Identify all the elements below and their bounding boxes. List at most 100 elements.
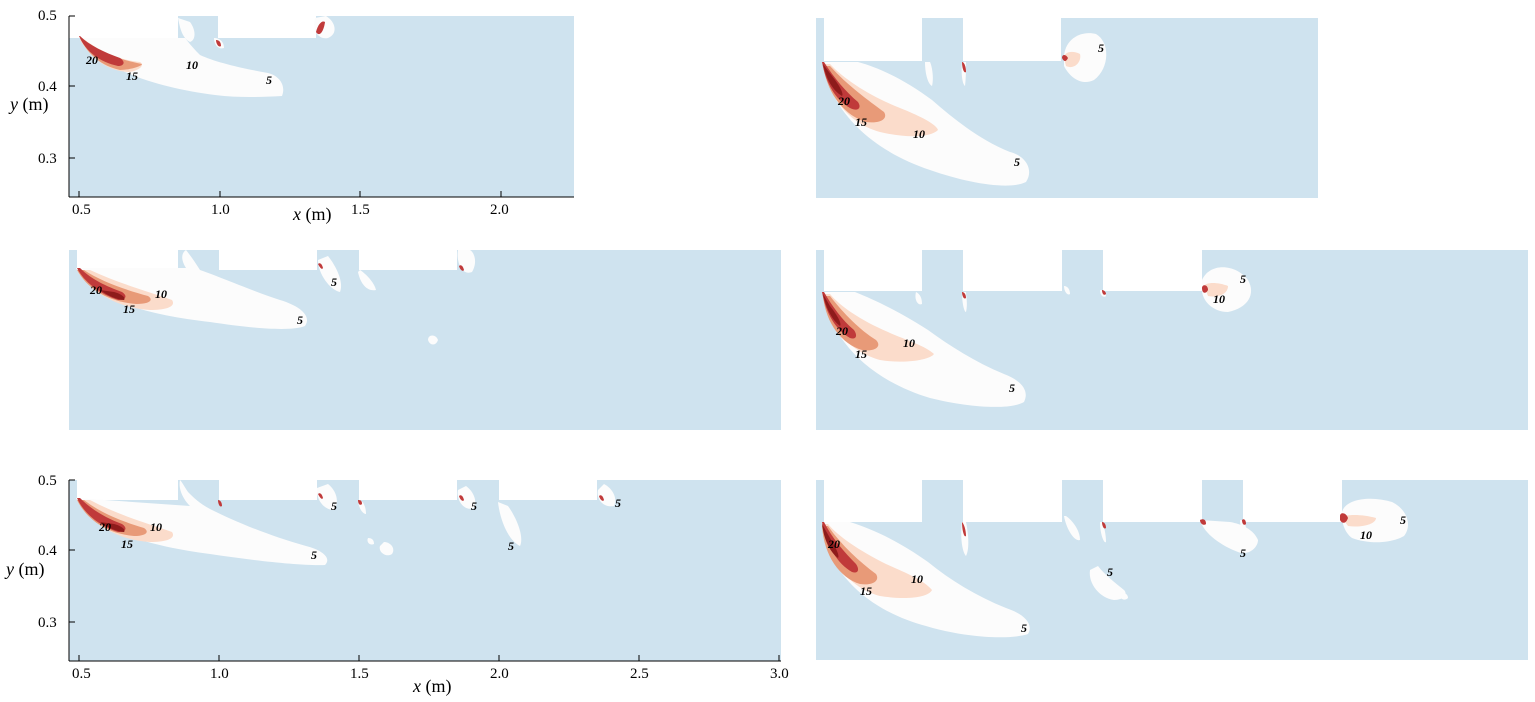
contour-level-5 [76,480,328,566]
x-axis-label: x (m) [412,676,452,697]
contour-level-10 [1342,515,1376,527]
contour-label: 10 [150,520,162,534]
contour-label: 5 [266,73,272,87]
contour-level-20 [318,493,323,499]
contour-level-5 [925,62,933,86]
contour-label: 10 [913,127,925,141]
contour-label: 5 [471,499,477,513]
contour-label: 10 [1360,528,1372,542]
y-tick-label: 0.4 [38,79,57,95]
x-axis-var: x [292,204,301,224]
contour-label: 5 [331,499,337,513]
contour-level-5 [498,502,522,546]
contour-level-20 [1062,55,1068,61]
contour-level-5 [597,484,616,507]
contour-label: 20 [85,53,98,67]
contour-level-20 [1102,522,1106,529]
x-axis-unit: (m) [421,676,452,697]
y-axis-unit: (m) [14,559,45,580]
contour-label: 10 [186,58,198,72]
panel-middle-right: 20 15 10 5 5 10 [816,250,1528,430]
x-tick-label: 2.0 [490,202,509,218]
contour-label: 5 [1400,513,1406,527]
contour-level-5 [822,522,1030,638]
contour-label: 5 [331,275,337,289]
contour-level-5 [1119,592,1128,600]
contour-level-20 [79,36,124,66]
contour-level-5 [76,250,308,329]
contour-level-20 [599,495,604,501]
contour-level-5 [1064,33,1107,83]
contour-level-20 [962,62,966,73]
contour-level-20 [822,292,857,339]
contour-label: 5 [1240,546,1246,560]
contour-level-max [100,290,125,300]
contour-label: 15 [860,584,872,598]
x-axis-var: x [412,676,421,696]
x-tick-label: 0.5 [72,202,91,218]
contour-level-20 [822,62,860,110]
contour-label: 5 [1021,621,1027,635]
contour-label: 5 [297,313,303,327]
contour-level-5 [318,256,342,292]
contour-label: 15 [855,115,867,129]
contour-label: 5 [1098,41,1104,55]
contour-level-20 [1102,290,1106,295]
contour-label: 20 [89,283,102,297]
contour-label: 10 [155,287,167,301]
contour-level-20 [358,500,362,505]
x-tick-label: 1.0 [211,202,230,218]
contour-level-15 [822,526,878,585]
contour-level-20 [316,21,325,35]
contour-label: 15 [126,69,138,83]
contour-level-5 [1064,516,1080,541]
contour-level-5 [316,484,337,510]
contour-level-5 [1240,520,1246,531]
contour-label: 15 [121,537,133,551]
contour-level-max [822,524,839,558]
contour-level-20 [1242,519,1246,525]
panel-middle-left: 20 15 10 5 5 [69,250,781,430]
x-tick-label: 2.0 [490,666,509,682]
contour-level-5 [178,18,195,42]
free-surface-gap [69,16,574,38]
contour-level-15 [80,38,142,70]
contour-level-20 [216,40,221,47]
x-tick-label: 1.5 [350,666,369,682]
x-tick-label: 3.0 [770,666,789,682]
contour-level-20 [1200,519,1206,525]
x-axis-label: x (m) [292,204,332,225]
contour-level-20 [459,265,464,271]
contour-label: 5 [1107,565,1113,579]
contour-level-20 [822,522,859,573]
contour-level-15 [823,296,879,351]
contour-level-5 [1089,566,1126,600]
contour-level-10 [77,500,174,542]
contour-level-5 [1064,286,1070,295]
contour-level-5 [457,486,476,509]
contour-label: 5 [1240,272,1246,286]
contour-label: 10 [911,572,923,586]
contour-level-5 [80,38,284,97]
contour-label: 20 [827,537,840,551]
y-ticks-top-left [69,15,75,159]
y-axis-label: y (m) [8,94,49,115]
x-axis-unit: (m) [301,204,332,225]
free-surface-gap [824,250,1202,291]
contour-level-10 [1204,283,1228,297]
y-tick-label: 0.3 [38,615,57,631]
x-ticks-bottom-left [78,655,780,661]
panel-bottom-left: 0.5 0.4 0.3 0.5 1.0 1.5 2.0 2.5 3.0 x (m… [4,473,789,697]
contour-label: 5 [508,539,514,553]
contour-label: 15 [123,302,135,316]
contour-label: 10 [903,336,915,350]
y-tick-label: 0.5 [38,473,57,489]
contour-label: 5 [615,496,621,510]
free-surface-gap [77,250,457,270]
contour-level-20 [459,495,464,501]
x-tick-label: 1.0 [210,666,229,682]
contour-level-5 [358,270,376,291]
free-surface-gap [824,18,1061,61]
free-surface-gap [77,480,597,500]
panel-bottom-right: 20 15 10 5 5 5 10 5 [816,480,1528,660]
